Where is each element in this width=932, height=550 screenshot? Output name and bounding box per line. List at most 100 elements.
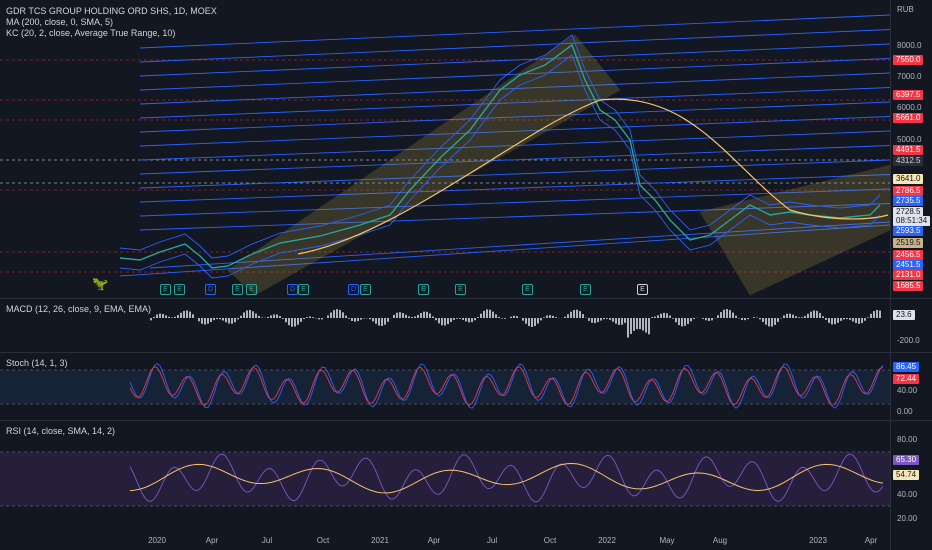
macd-bar <box>204 318 206 325</box>
trend-line <box>139 188 890 217</box>
macd-bar <box>765 318 767 325</box>
macd-bar <box>378 318 380 326</box>
earnings-marker[interactable]: E <box>232 284 243 295</box>
dividend-marker[interactable]: D <box>348 284 359 295</box>
price-tag: 5661.0 <box>893 113 924 123</box>
dividend-marker[interactable]: D <box>287 284 298 295</box>
price-tag: 4312.5 <box>893 156 924 166</box>
earnings-marker[interactable]: E <box>174 284 185 295</box>
macd-bar <box>654 316 656 318</box>
trend-line <box>139 145 890 175</box>
macd-bar <box>312 317 314 318</box>
macd-bar <box>702 318 704 319</box>
earnings-marker[interactable]: E <box>160 284 171 295</box>
price-axis[interactable]: RUB 8000.0 7000.0 6000.0 5000.0 7550.0 6397.… <box>890 0 932 550</box>
macd-bar <box>303 318 305 320</box>
macd-bar <box>594 318 596 324</box>
macd-bar <box>678 318 680 326</box>
macd-bar <box>252 311 254 318</box>
macd-bar <box>345 315 347 318</box>
kc-lower <box>119 54 881 279</box>
macd-bar <box>879 310 881 318</box>
earnings-marker[interactable]: E <box>580 284 591 295</box>
macd-bar <box>402 313 404 318</box>
macd-bar <box>864 318 866 321</box>
price-tag: 2451.5 <box>893 260 924 270</box>
macd-bar <box>495 314 497 318</box>
macd-bar <box>837 318 839 323</box>
earnings-marker[interactable]: E <box>360 284 371 295</box>
macd-bar <box>618 318 620 325</box>
macd-bar <box>465 318 467 322</box>
macd-bar <box>222 318 224 321</box>
macd-bar <box>441 318 443 326</box>
earnings-marker[interactable]: E <box>418 284 429 295</box>
macd-bar <box>234 318 236 323</box>
macd-bar <box>810 311 812 318</box>
macd-bar <box>471 318 473 323</box>
earnings-marker[interactable]: E <box>246 284 257 295</box>
trend-line <box>139 29 890 63</box>
stoch-legend[interactable]: Stoch (14, 1, 3) <box>6 358 68 368</box>
time-axis-label: Apr <box>427 536 441 545</box>
macd-bar <box>762 318 764 322</box>
dividend-marker[interactable]: D <box>205 284 216 295</box>
macd-bar <box>645 318 647 333</box>
macd-bar <box>306 317 308 318</box>
macd-legend[interactable]: MACD (12, 26, close, 9, EMA, EMA) <box>6 304 152 314</box>
price-tag: 4491.5 <box>893 145 924 155</box>
pane-separator[interactable] <box>0 420 932 421</box>
macd-bar <box>354 318 356 322</box>
macd-bar <box>405 314 407 318</box>
macd-bar <box>729 310 731 318</box>
macd-bar <box>792 314 794 318</box>
pane-separator[interactable] <box>0 352 932 353</box>
macd-bar <box>180 312 182 318</box>
macd-bar <box>309 316 311 318</box>
price-tick: 7000.0 <box>897 72 922 81</box>
macd-bar <box>393 314 395 318</box>
rsi-legend[interactable]: RSI (14, close, SMA, 14, 2) <box>6 426 116 436</box>
macd-bar <box>474 318 476 321</box>
trend-line <box>139 116 890 147</box>
macd-bar <box>651 317 653 318</box>
macd-bar <box>681 318 683 327</box>
time-axis-label: Apr <box>205 536 219 545</box>
macd-bar <box>516 316 518 318</box>
macd-bar <box>492 311 494 318</box>
chart-canvas[interactable] <box>0 0 890 550</box>
macd-bar <box>822 316 824 318</box>
macd-bar <box>801 317 803 318</box>
tradingview-logo-icon[interactable]: 🦖 <box>92 276 109 291</box>
stoch-value-tag: 86.45 <box>893 362 920 372</box>
symbol-legend[interactable]: GDR TCS GROUP HOLDING ORD SHS, 1D, MOEX <box>6 6 217 16</box>
ma-legend[interactable]: MA (200, close, 0, SMA, 5) <box>6 17 114 27</box>
macd-bar <box>597 318 599 323</box>
time-axis-label: 2023 <box>809 536 827 545</box>
price-tick: 8000.0 <box>897 41 922 50</box>
price-series[interactable] <box>119 43 881 269</box>
time-axis-label: Aug <box>712 536 728 545</box>
regression-channel <box>699 164 890 296</box>
earnings-marker[interactable]: E <box>298 284 309 295</box>
macd-bar <box>786 313 788 318</box>
pane-separator[interactable] <box>0 298 932 299</box>
time-axis-label: 2022 <box>598 536 616 545</box>
macd-bar <box>867 317 869 318</box>
trend-line <box>139 174 890 203</box>
macd-bar <box>753 317 755 318</box>
earnings-marker[interactable]: E <box>522 284 533 295</box>
kc-legend[interactable]: KC (20, 2, close, Average True Range, 10… <box>6 28 176 38</box>
macd-bar <box>534 318 536 327</box>
earnings-marker[interactable]: E <box>455 284 466 295</box>
macd-bar <box>249 310 251 318</box>
macd-bar <box>684 318 686 326</box>
macd-bar <box>555 317 557 318</box>
stoch-d-line <box>129 366 884 406</box>
macd-bar <box>423 311 425 318</box>
earnings-marker[interactable]: E <box>637 284 648 295</box>
macd-bar <box>447 318 449 325</box>
macd-bar <box>588 318 590 321</box>
macd-bar <box>483 310 485 318</box>
macd-bar <box>369 318 371 320</box>
